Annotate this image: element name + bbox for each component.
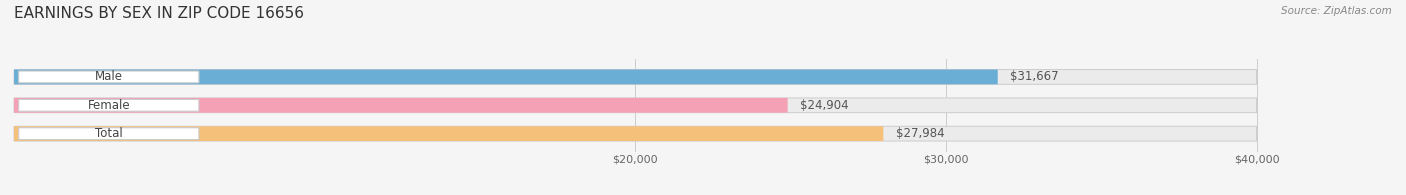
Text: Source: ZipAtlas.com: Source: ZipAtlas.com	[1281, 6, 1392, 16]
Text: Male: Male	[94, 70, 122, 83]
FancyBboxPatch shape	[14, 98, 1257, 113]
Text: Female: Female	[87, 99, 131, 112]
FancyBboxPatch shape	[14, 70, 998, 84]
Text: $24,904: $24,904	[800, 99, 849, 112]
FancyBboxPatch shape	[14, 70, 1257, 84]
FancyBboxPatch shape	[18, 128, 198, 140]
Text: $27,984: $27,984	[896, 127, 945, 140]
FancyBboxPatch shape	[14, 126, 883, 141]
Text: Total: Total	[96, 127, 122, 140]
FancyBboxPatch shape	[18, 71, 198, 83]
Text: $31,667: $31,667	[1010, 70, 1059, 83]
FancyBboxPatch shape	[14, 126, 1257, 141]
Text: EARNINGS BY SEX IN ZIP CODE 16656: EARNINGS BY SEX IN ZIP CODE 16656	[14, 6, 304, 21]
FancyBboxPatch shape	[14, 98, 787, 113]
FancyBboxPatch shape	[18, 99, 198, 111]
